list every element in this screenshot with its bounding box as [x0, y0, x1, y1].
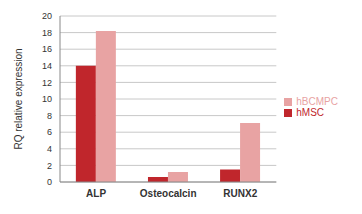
svg-text:RQ relative expression: RQ relative expression: [13, 48, 24, 149]
svg-text:16: 16: [42, 44, 52, 54]
svg-text:20: 20: [42, 11, 52, 21]
svg-text:RUNX2: RUNX2: [223, 188, 257, 199]
html-text:hBCMPC: hBCMPC: [296, 96, 338, 107]
svg-text:ALP: ALP: [86, 188, 106, 199]
svg-text:Osteocalcin: Osteocalcin: [140, 188, 197, 199]
html-text:hMSC: hMSC: [296, 107, 325, 118]
svg-text:2: 2: [47, 161, 52, 171]
svg-text:18: 18: [42, 28, 52, 38]
svg-text:8: 8: [47, 111, 52, 121]
svg-text:14: 14: [42, 61, 52, 71]
svg-text:6: 6: [47, 127, 52, 137]
svg-text:0: 0: [47, 177, 52, 187]
svg-text:10: 10: [42, 94, 52, 104]
svg-text:4: 4: [47, 144, 52, 154]
svg-text:12: 12: [42, 78, 52, 88]
